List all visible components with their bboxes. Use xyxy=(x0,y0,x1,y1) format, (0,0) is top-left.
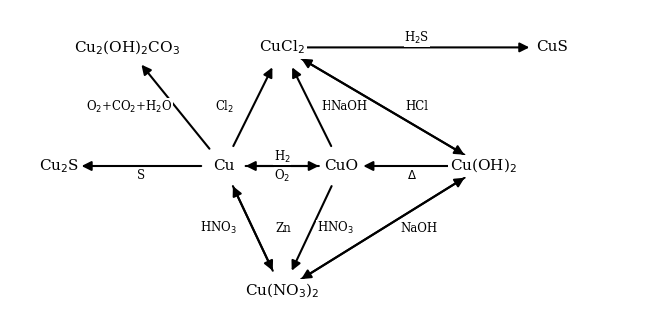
Text: H$_2$: H$_2$ xyxy=(274,149,291,165)
Text: $\Delta$: $\Delta$ xyxy=(407,169,417,182)
Text: NaOH: NaOH xyxy=(330,100,368,113)
Text: Cu(NO$_3$)$_2$: Cu(NO$_3$)$_2$ xyxy=(245,282,319,300)
Text: Cl$_2$: Cl$_2$ xyxy=(215,99,235,115)
Text: O$_2$: O$_2$ xyxy=(274,168,290,184)
Text: H$_2$S: H$_2$S xyxy=(404,30,430,46)
Text: CuS: CuS xyxy=(535,41,568,54)
Text: Cu(OH)$_2$: Cu(OH)$_2$ xyxy=(450,157,517,175)
Text: Zn: Zn xyxy=(276,222,292,235)
Text: S: S xyxy=(137,169,145,182)
Text: Cu: Cu xyxy=(213,159,234,173)
Text: HCl: HCl xyxy=(322,100,345,113)
Text: Cu$_2$(OH)$_2$CO$_3$: Cu$_2$(OH)$_2$CO$_3$ xyxy=(74,38,181,57)
Text: HCl: HCl xyxy=(406,100,428,113)
Text: NaOH: NaOH xyxy=(401,222,437,235)
Text: HNO$_3$: HNO$_3$ xyxy=(201,220,237,236)
Text: Cu$_2$S: Cu$_2$S xyxy=(39,157,79,175)
Text: CuCl$_2$: CuCl$_2$ xyxy=(259,39,305,56)
Text: HNO$_3$: HNO$_3$ xyxy=(317,220,353,236)
Text: CuO: CuO xyxy=(324,159,358,173)
Text: O$_2$+CO$_2$+H$_2$O: O$_2$+CO$_2$+H$_2$O xyxy=(86,99,172,115)
Text: HNO$_3$: HNO$_3$ xyxy=(399,220,435,236)
